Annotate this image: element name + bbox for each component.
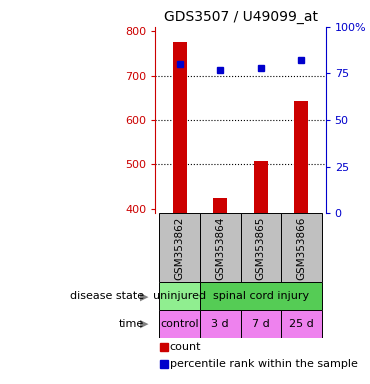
Title: GDS3507 / U49099_at: GDS3507 / U49099_at xyxy=(164,10,317,25)
Bar xyxy=(213,198,227,213)
Bar xyxy=(281,213,322,283)
Bar xyxy=(240,310,281,338)
Text: GSM353866: GSM353866 xyxy=(296,216,306,280)
Text: time: time xyxy=(119,319,144,329)
Text: 3 d: 3 d xyxy=(211,319,229,329)
Text: count: count xyxy=(170,341,201,351)
Bar xyxy=(159,310,200,338)
Text: GSM353862: GSM353862 xyxy=(175,216,185,280)
Text: disease state: disease state xyxy=(70,291,144,301)
Bar xyxy=(173,42,187,213)
Text: uninjured: uninjured xyxy=(153,291,206,301)
Text: 7 d: 7 d xyxy=(252,319,270,329)
Text: spinal cord injury: spinal cord injury xyxy=(213,291,309,301)
Text: control: control xyxy=(161,319,199,329)
Text: GSM353864: GSM353864 xyxy=(215,216,225,280)
Bar xyxy=(200,213,240,283)
Text: GSM353865: GSM353865 xyxy=(256,216,266,280)
Text: ▶: ▶ xyxy=(139,291,148,301)
Text: percentile rank within the sample: percentile rank within the sample xyxy=(170,359,358,369)
Bar xyxy=(200,310,240,338)
Bar xyxy=(159,213,200,283)
Bar xyxy=(294,101,308,213)
Text: ▶: ▶ xyxy=(139,319,148,329)
Text: 25 d: 25 d xyxy=(289,319,314,329)
Bar xyxy=(240,213,281,283)
Bar xyxy=(159,283,200,310)
Bar xyxy=(200,283,322,310)
Bar xyxy=(281,310,322,338)
Bar xyxy=(254,161,268,213)
